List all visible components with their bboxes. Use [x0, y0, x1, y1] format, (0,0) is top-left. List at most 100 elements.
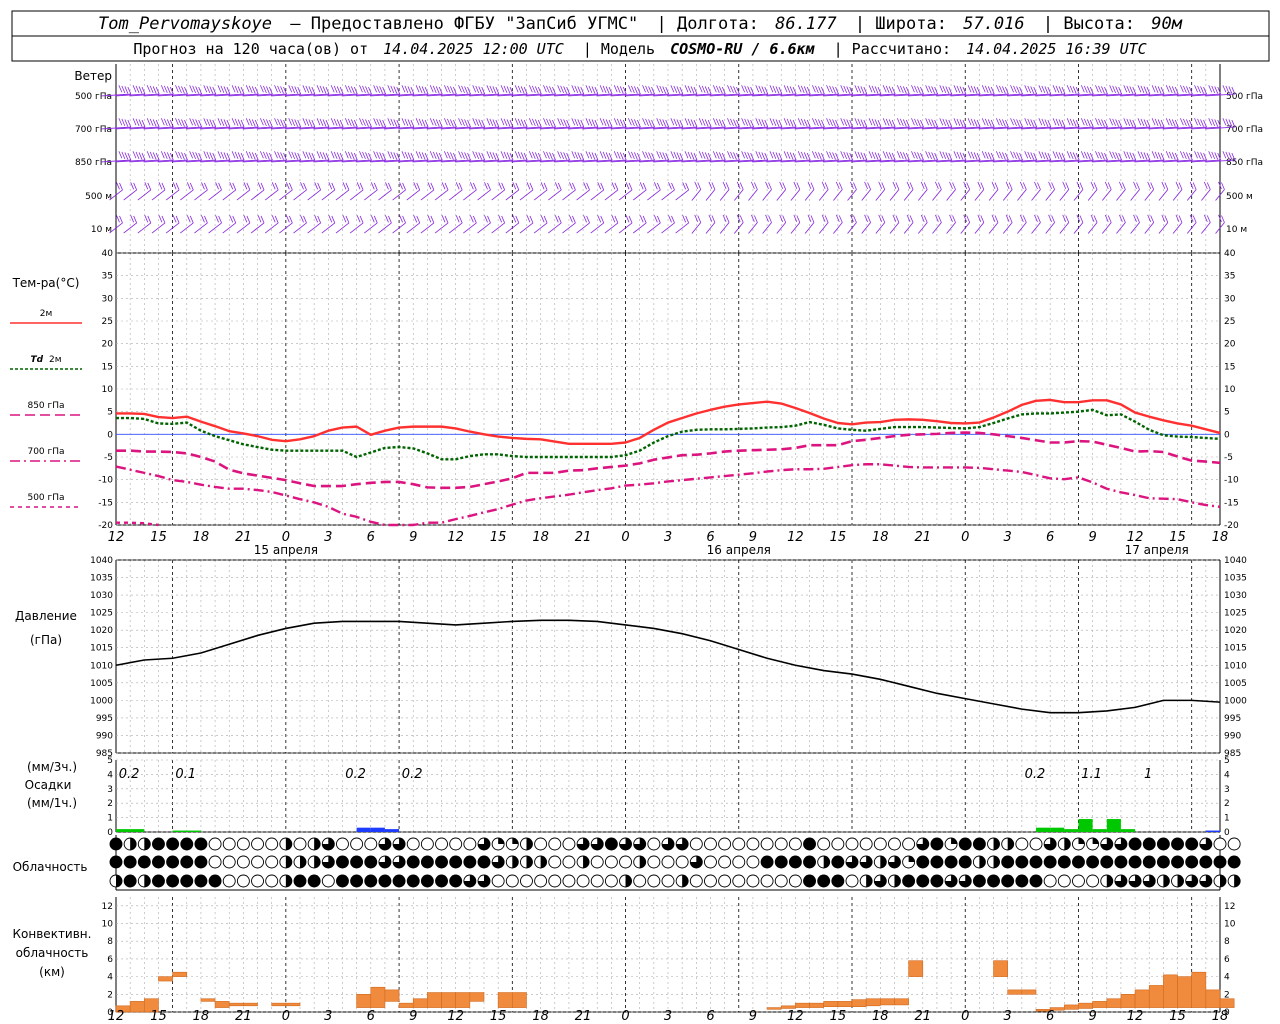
wind-barb-feather	[356, 182, 361, 190]
wind-barb-feather	[231, 151, 236, 159]
cloud-fill-three-quarter	[888, 856, 901, 868]
wind-barb-feather	[775, 86, 780, 94]
wind-barb-staff	[165, 222, 180, 234]
wind-barb-feather	[141, 86, 146, 95]
wind-barb-staff	[738, 126, 768, 130]
cloud-symbol	[675, 855, 689, 869]
cloud-fill-full	[294, 875, 306, 887]
wind-barb-feather	[429, 151, 434, 159]
wind-barb-feather	[1069, 85, 1074, 94]
cloud-symbol	[972, 837, 986, 851]
wind-barb-feather	[631, 118, 635, 127]
wind-barb	[917, 214, 928, 234]
wind-barb-feather	[166, 152, 171, 160]
wind-barb-feather	[373, 215, 378, 224]
wind-barb-feather	[552, 152, 556, 161]
cloud-fill-three-quarter	[478, 875, 490, 887]
cloud-symbol	[704, 855, 717, 869]
wind-barb-feather	[416, 215, 421, 224]
cloud-symbol	[1114, 837, 1128, 851]
wind-barb-feather	[1008, 215, 1013, 223]
wind-barb-feather	[1052, 151, 1057, 159]
wind-barb-feather	[1005, 181, 1010, 190]
wind-barb-feather	[1129, 152, 1134, 160]
wind-barb	[596, 85, 627, 97]
wind-barb-feather	[863, 152, 868, 161]
cloud-symbol	[619, 837, 632, 851]
wind-barb	[1077, 118, 1108, 130]
cloud-fill-half	[583, 856, 590, 868]
wind-barb-feather	[362, 118, 366, 127]
wind-barb	[766, 118, 797, 130]
wind-barb	[1158, 181, 1169, 201]
wind-barb-feather	[1147, 181, 1152, 190]
wind-barb-feather	[1140, 118, 1145, 127]
wind-barb	[590, 215, 605, 234]
cloud-symbol	[166, 837, 180, 851]
temp-ytick-right: 0	[1224, 430, 1230, 440]
cloud-fill-full	[336, 875, 349, 887]
cloud-fill-full	[1199, 856, 1212, 868]
wind-barb-feather	[1180, 118, 1184, 126]
wind-barb-feather	[1083, 151, 1088, 160]
wind-barb	[709, 85, 740, 97]
wind-barb-feather	[387, 85, 392, 93]
wind-barb	[1172, 214, 1183, 234]
wind-barb-feather	[487, 182, 491, 191]
cloud-fill-half	[526, 856, 533, 868]
temp-ytick-right: -15	[1224, 498, 1239, 508]
wind-barb	[264, 215, 279, 234]
wind-barb	[1077, 85, 1108, 97]
wind-barb-feather	[234, 151, 239, 160]
wind-barb	[667, 151, 698, 163]
wind-barb-staff	[341, 126, 372, 130]
wind-barb-feather	[942, 118, 947, 127]
wind-barb-feather	[923, 182, 928, 190]
precip-ytick-right: 4	[1224, 770, 1230, 780]
wind-barb-feather	[232, 215, 237, 224]
wind-barb-staff	[837, 159, 867, 163]
wind-barb	[790, 181, 801, 201]
wind-barb-feather	[146, 85, 151, 93]
cloud-symbol	[859, 837, 873, 851]
wind-barb-feather	[566, 119, 570, 128]
cloud-symbol	[491, 855, 505, 869]
wind-barb-feather	[534, 152, 539, 160]
wind-barb-feather	[509, 86, 514, 95]
wind-barb-feather	[806, 152, 811, 161]
cloud-fill-half	[993, 856, 1000, 868]
wind-barb-feather	[248, 85, 253, 94]
wind-barb-feather	[223, 152, 228, 160]
cloud-fill-three-quarter	[662, 838, 674, 850]
wind-barb-feather	[430, 215, 435, 224]
wind-barb-feather	[330, 118, 335, 126]
wind-barb-feather	[311, 152, 316, 161]
wind-barb-feather	[619, 86, 624, 94]
wind-barb	[1087, 181, 1098, 201]
wind-barb-feather	[854, 118, 859, 126]
wind-barb-staff	[922, 126, 952, 130]
cloud-symbol	[859, 874, 873, 888]
wind-barb-feather	[1112, 118, 1116, 127]
cloud-symbol	[1185, 855, 1199, 869]
wind-barb-staff	[1172, 222, 1183, 234]
wind-barb	[907, 151, 938, 163]
cloud-fill-full	[378, 875, 391, 887]
cloud-fill-full	[973, 875, 986, 887]
cloud-symbol	[378, 874, 392, 888]
wind-barb-feather	[1051, 182, 1055, 190]
wind-barb-feather	[1218, 181, 1222, 190]
cloud-symbol	[548, 837, 562, 851]
wind-barb-feather	[1107, 182, 1112, 190]
x-tick-label-bottom: 0	[961, 1009, 969, 1024]
wind-barb-staff	[1049, 93, 1080, 97]
wind-barb	[1134, 151, 1165, 163]
wind-barb-feather	[1183, 151, 1187, 160]
wind-barb-staff	[123, 222, 137, 234]
wind-barb-feather	[152, 152, 157, 160]
wind-barb-feather	[614, 182, 619, 191]
wind-barb-staff	[1101, 222, 1112, 234]
wind-barb	[109, 215, 123, 234]
wind-barb-staff	[519, 222, 534, 234]
wind-barb-feather	[571, 85, 576, 93]
